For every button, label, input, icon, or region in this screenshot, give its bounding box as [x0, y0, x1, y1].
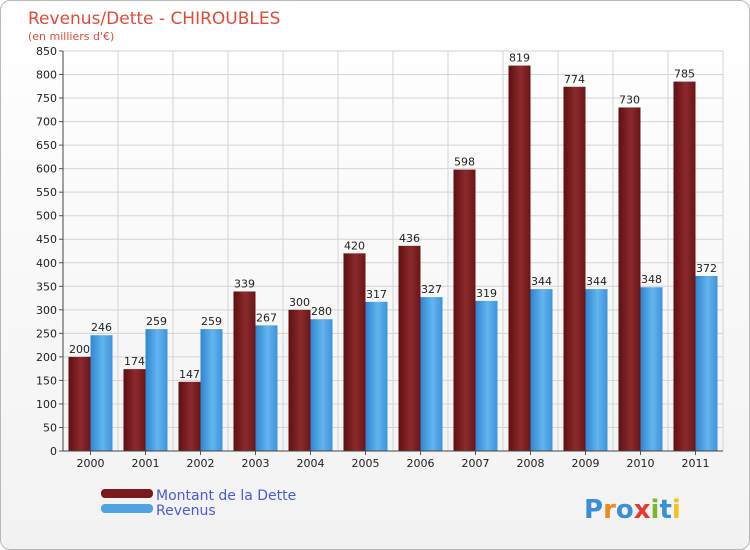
logo-letter: r: [603, 495, 616, 525]
x-tick-label: 2000: [77, 457, 105, 470]
data-label: 730: [619, 93, 640, 106]
x-tick-label: 2004: [297, 457, 325, 470]
y-tick-label: 200: [36, 351, 57, 364]
data-label: 259: [201, 315, 222, 328]
data-label: 598: [454, 156, 475, 169]
data-label: 280: [311, 305, 332, 318]
logo-letter: P: [584, 495, 603, 525]
data-label: 344: [586, 275, 607, 288]
data-label: 339: [234, 277, 255, 290]
y-tick-label: 50: [43, 421, 57, 434]
data-label: 372: [696, 262, 717, 275]
y-tick-label: 450: [36, 233, 57, 246]
bar-debt: [288, 309, 311, 451]
data-label: 174: [124, 355, 145, 368]
bar-debt: [618, 107, 641, 452]
bar-debt: [508, 65, 531, 452]
x-tick-label: 2010: [627, 457, 655, 470]
y-tick-label: 400: [36, 257, 57, 270]
legend-swatch-debt: [101, 489, 153, 498]
y-tick-label: 300: [36, 304, 57, 317]
y-tick-label: 600: [36, 163, 57, 176]
y-tick-label: 850: [36, 45, 57, 58]
legend-swatch-revenus: [101, 504, 153, 513]
y-tick-label: 0: [50, 445, 57, 458]
bar-revenus: [420, 297, 443, 451]
data-label: 785: [674, 68, 695, 81]
bar-revenus: [640, 287, 663, 451]
data-label: 300: [289, 296, 310, 309]
y-tick-label: 350: [36, 280, 57, 293]
bar-debt: [343, 253, 366, 451]
data-label: 200: [69, 343, 90, 356]
logo-letter: x: [634, 495, 651, 525]
x-tick-label: 2005: [352, 457, 380, 470]
y-tick-label: 500: [36, 210, 57, 223]
data-label: 267: [256, 311, 277, 324]
data-label: 317: [366, 288, 387, 301]
legend-label-debt: Montant de la Dette: [156, 488, 296, 504]
bar-revenus: [585, 289, 608, 451]
data-label: 319: [476, 287, 497, 300]
chart-subtitle: (en milliers d'€): [28, 30, 114, 43]
bar-revenus: [475, 300, 498, 451]
grid: [62, 50, 724, 452]
data-label: 348: [641, 273, 662, 286]
chart-title: Revenus/Dette - CHIROUBLES: [28, 9, 280, 29]
data-label: 246: [91, 321, 112, 334]
axes: 0 50 100 150 200 250 300 350 400 450 500 550 600 650 7…: [36, 45, 723, 470]
logo-letter: i: [672, 495, 681, 525]
bar-revenus: [310, 319, 333, 451]
bar-revenus: [695, 275, 718, 451]
logo-letter: t: [659, 495, 671, 525]
proxiti-logo: Proxiti: [584, 495, 681, 525]
x-tick-label: 2002: [187, 457, 215, 470]
x-tick-label: 2006: [407, 457, 435, 470]
data-label: 259: [146, 315, 167, 328]
logo-letter: o: [616, 495, 634, 525]
data-label: 774: [564, 73, 585, 86]
y-tick-label: 150: [36, 374, 57, 387]
y-tick-label: 250: [36, 327, 57, 340]
x-tick-label: 2011: [682, 457, 710, 470]
data-label: 147: [179, 368, 200, 381]
data-label: 436: [399, 232, 420, 245]
x-tick-label: 2001: [132, 457, 160, 470]
x-tick-label: 2007: [462, 457, 490, 470]
bar-debt: [68, 356, 91, 451]
y-tick-label: 100: [36, 398, 57, 411]
x-tick-label: 2009: [572, 457, 600, 470]
bar-debt: [233, 291, 256, 451]
legend: Montant de la Dette Revenus: [101, 488, 296, 519]
bar-revenus: [200, 329, 223, 451]
logo-letter: i: [651, 495, 660, 525]
legend-label-revenus: Revenus: [156, 503, 216, 519]
bar-debt: [453, 169, 476, 451]
bar-revenus: [90, 335, 113, 451]
data-label: 420: [344, 239, 365, 252]
bar-debt: [673, 81, 696, 452]
bar-debt: [123, 369, 146, 451]
bar-revenus: [145, 329, 168, 451]
data-label: 344: [531, 275, 552, 288]
y-tick-label: 750: [36, 92, 57, 105]
y-tick-label: 550: [36, 186, 57, 199]
bar-revenus: [365, 301, 388, 451]
y-tick-label: 800: [36, 69, 57, 82]
bar-debt: [178, 381, 201, 451]
y-tick-label: 650: [36, 139, 57, 152]
bar-revenus: [530, 289, 553, 451]
x-tick-label: 2003: [242, 457, 270, 470]
bar-debt: [563, 86, 586, 451]
data-label: 327: [421, 283, 442, 296]
x-tick-label: 2008: [517, 457, 545, 470]
bar-debt: [398, 245, 421, 451]
data-label: 819: [509, 52, 530, 65]
y-tick-label: 700: [36, 116, 57, 129]
bar-revenus: [255, 325, 278, 451]
